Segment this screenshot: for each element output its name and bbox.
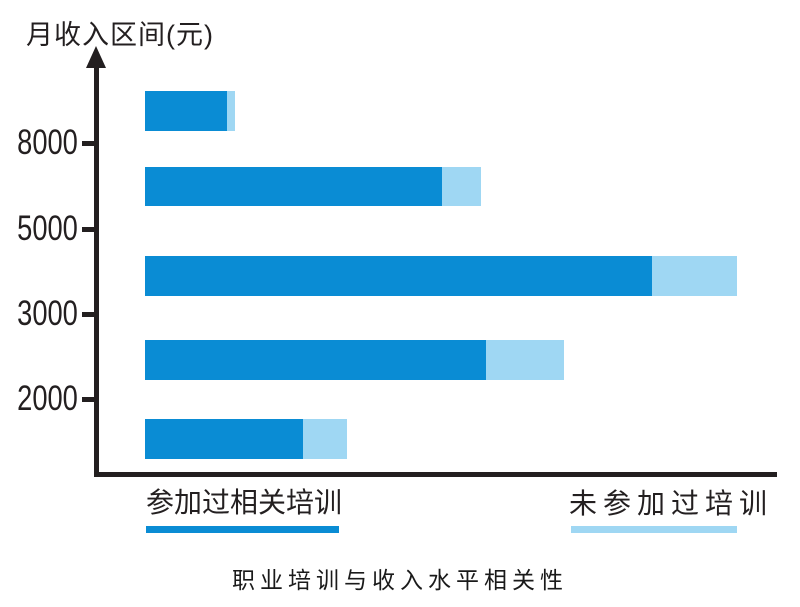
bar-segment-untrained xyxy=(442,167,481,206)
y-tick-mark xyxy=(82,141,99,146)
y-tick-mark xyxy=(82,397,99,402)
bar-segment-trained xyxy=(145,167,442,206)
bar-row xyxy=(145,167,481,206)
bar-row xyxy=(145,419,347,459)
bar-segment-untrained xyxy=(486,340,564,380)
y-axis-line xyxy=(94,58,99,477)
y-tick-label: 2000 xyxy=(17,379,78,418)
bar-segment-trained xyxy=(145,340,486,380)
bar-row xyxy=(145,91,235,131)
bar-row xyxy=(145,340,564,380)
y-tick-mark xyxy=(82,227,99,232)
y-tick-mark xyxy=(82,312,99,317)
legend-untrained-label: 未参加过培训 xyxy=(569,488,774,519)
bar-segment-untrained xyxy=(652,256,737,296)
legend-untrained-swatch xyxy=(571,526,737,533)
bar-segment-untrained xyxy=(303,419,347,459)
bar-segment-trained xyxy=(145,91,227,131)
bar-segment-trained xyxy=(145,419,303,459)
bar-segment-trained xyxy=(145,256,652,296)
y-tick-label: 5000 xyxy=(17,209,78,248)
x-axis-line xyxy=(94,472,777,477)
y-tick-label: 8000 xyxy=(17,123,78,162)
bar-segment-untrained xyxy=(227,91,235,131)
y-axis-arrow-icon xyxy=(86,46,106,68)
chart-caption: 职业培训与收入水平相关性 xyxy=(232,568,568,594)
y-axis-title: 月收入区间(元) xyxy=(26,20,214,50)
y-tick-label: 3000 xyxy=(17,294,78,333)
legend-trained-label: 参加过相关培训 xyxy=(146,487,343,518)
bar-row xyxy=(145,256,737,296)
legend-trained-swatch xyxy=(146,526,339,533)
